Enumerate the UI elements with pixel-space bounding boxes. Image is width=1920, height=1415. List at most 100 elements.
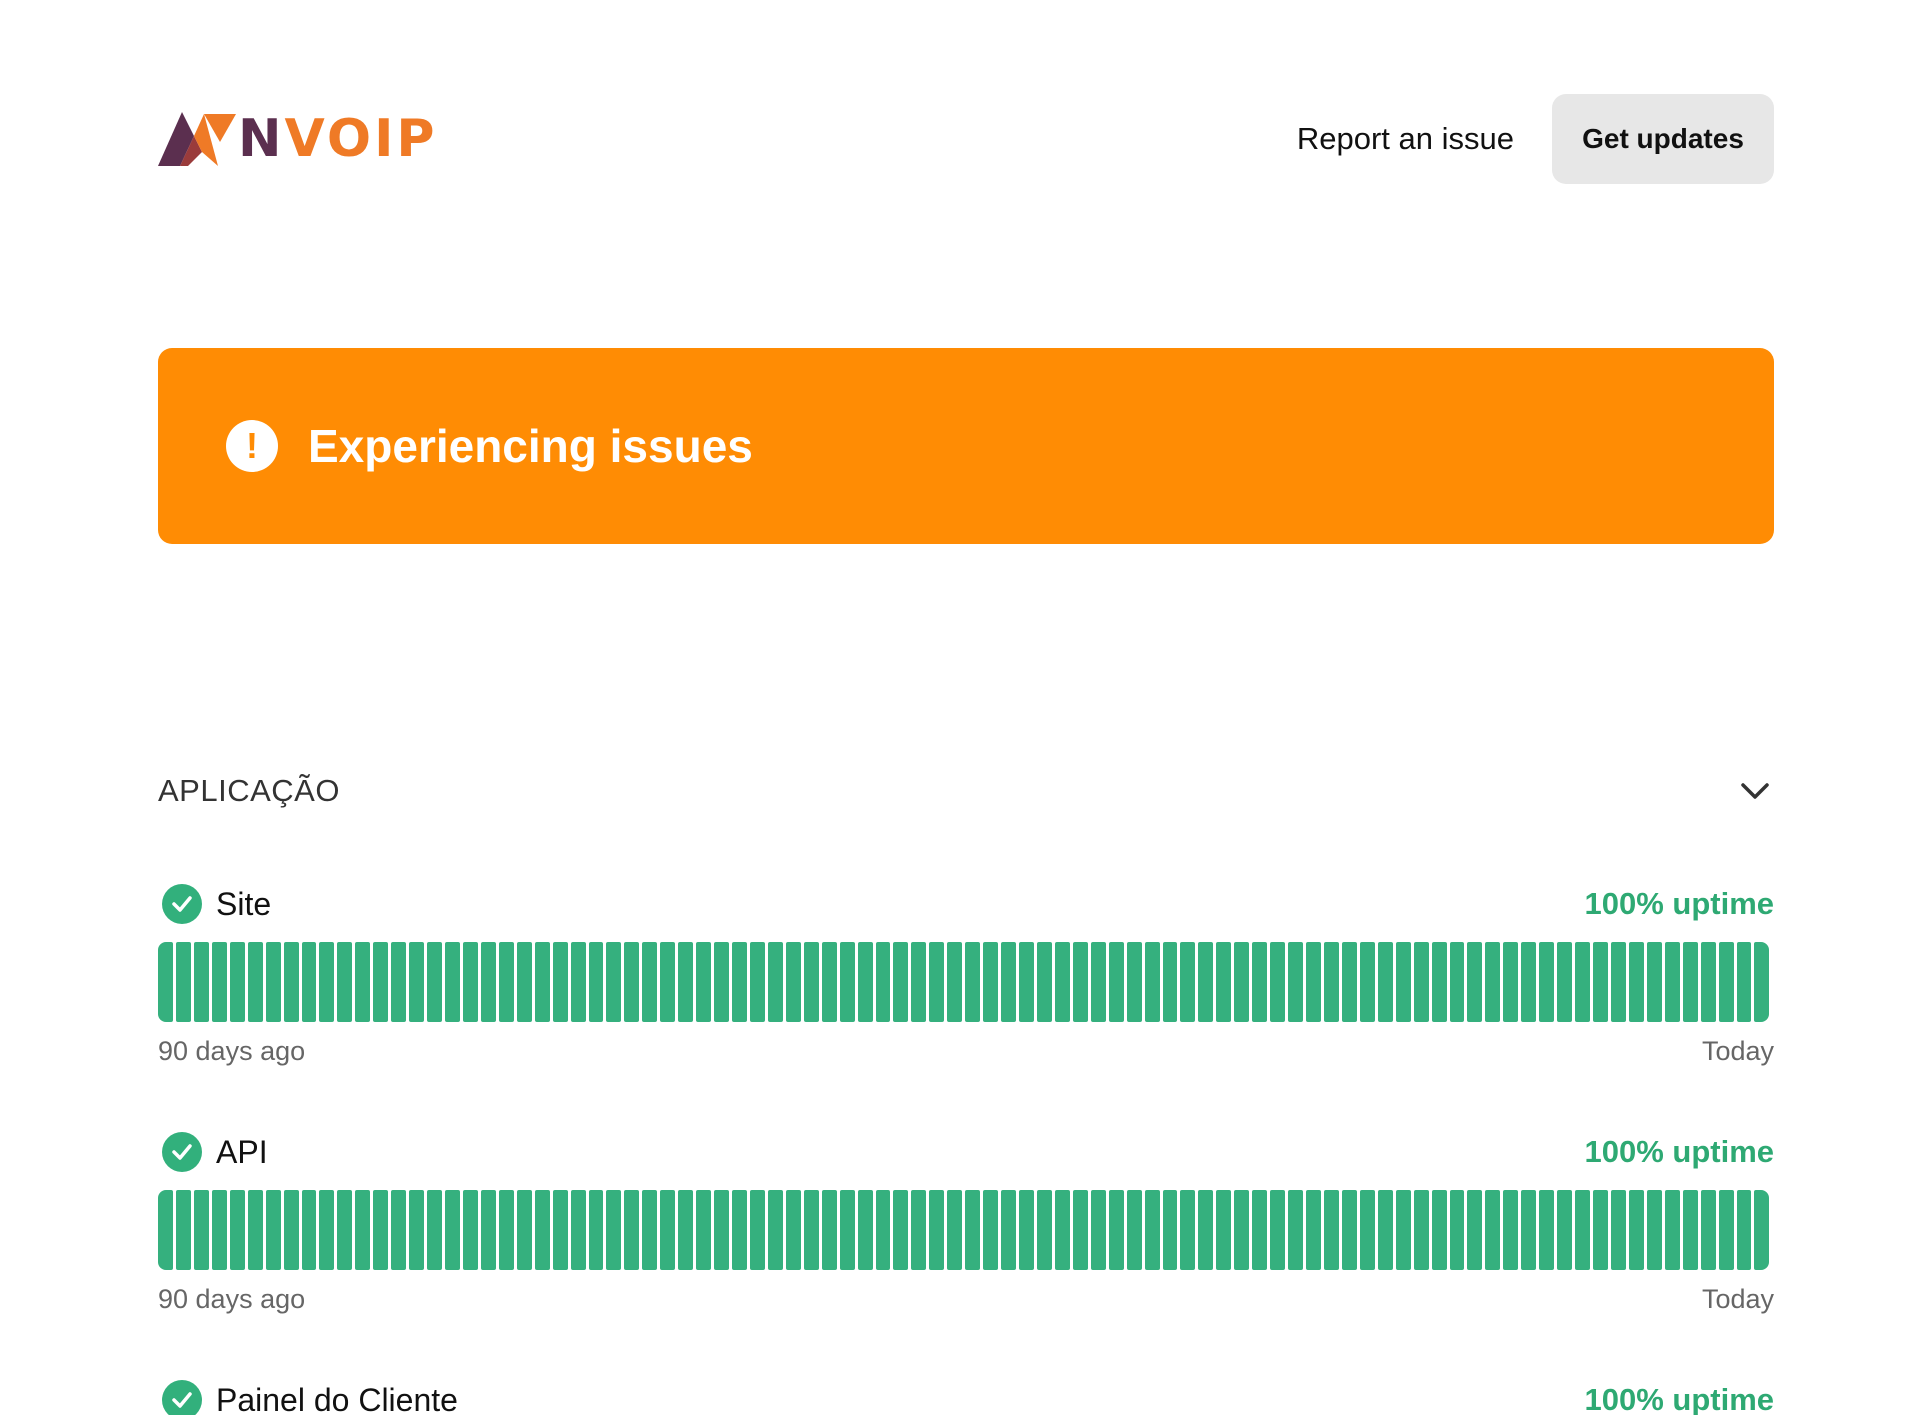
uptime-day-bar[interactable] — [965, 1190, 981, 1270]
uptime-day-bar[interactable] — [355, 1190, 371, 1270]
uptime-day-bar[interactable] — [588, 1190, 604, 1270]
uptime-day-bar[interactable] — [1001, 1190, 1016, 1270]
uptime-day-bar[interactable] — [1431, 1190, 1447, 1270]
uptime-day-bar[interactable] — [534, 1190, 550, 1270]
group-header[interactable]: APLICAÇÃO — [158, 766, 1774, 816]
uptime-day-bar[interactable] — [1575, 942, 1590, 1022]
uptime-day-bar[interactable] — [193, 1190, 209, 1270]
uptime-day-bar[interactable] — [1054, 1190, 1070, 1270]
uptime-day-bar[interactable] — [1323, 942, 1339, 1022]
uptime-day-bar[interactable] — [1628, 942, 1644, 1022]
uptime-day-bar[interactable] — [498, 942, 514, 1022]
uptime-day-bar[interactable] — [1359, 942, 1375, 1022]
uptime-day-bar[interactable] — [1610, 942, 1626, 1022]
uptime-day-bar[interactable] — [229, 1190, 245, 1270]
uptime-day-bar[interactable] — [158, 1190, 173, 1270]
uptime-day-bar[interactable] — [1054, 942, 1070, 1022]
uptime-day-bar[interactable] — [391, 1190, 407, 1270]
uptime-day-bar[interactable] — [660, 942, 676, 1022]
chevron-down-icon[interactable] — [1736, 772, 1774, 810]
uptime-day-bar[interactable] — [1754, 942, 1770, 1022]
uptime-day-bar[interactable] — [1700, 1190, 1716, 1270]
uptime-day-bar[interactable] — [1467, 1190, 1483, 1270]
uptime-day-bar[interactable] — [516, 1190, 532, 1270]
uptime-day-bar[interactable] — [875, 1190, 891, 1270]
uptime-day-bar[interactable] — [678, 1190, 694, 1270]
uptime-day-bar[interactable] — [319, 942, 335, 1022]
uptime-day-bar[interactable] — [1754, 1190, 1770, 1270]
uptime-day-bar[interactable] — [1628, 1190, 1644, 1270]
uptime-day-bar[interactable] — [1090, 942, 1106, 1022]
uptime-day-bar[interactable] — [462, 1190, 478, 1270]
uptime-day-bar[interactable] — [175, 1190, 191, 1270]
uptime-day-bar[interactable] — [1718, 1190, 1734, 1270]
uptime-day-bar[interactable] — [893, 1190, 909, 1270]
uptime-day-bar[interactable] — [534, 942, 550, 1022]
uptime-day-bar[interactable] — [606, 1190, 622, 1270]
uptime-day-bar[interactable] — [1144, 942, 1160, 1022]
uptime-day-bar[interactable] — [839, 1190, 855, 1270]
uptime-day-bar[interactable] — [1198, 942, 1214, 1022]
uptime-day-bar[interactable] — [373, 942, 389, 1022]
uptime-day-bar[interactable] — [1539, 1190, 1555, 1270]
uptime-day-bar[interactable] — [265, 1190, 281, 1270]
uptime-day-bar[interactable] — [1485, 1190, 1501, 1270]
uptime-day-bar[interactable] — [1377, 942, 1393, 1022]
uptime-day-bar[interactable] — [1126, 942, 1142, 1022]
uptime-day-bar[interactable] — [1108, 942, 1124, 1022]
uptime-day-bar[interactable] — [211, 1190, 227, 1270]
uptime-day-bar[interactable] — [1395, 942, 1411, 1022]
uptime-day-bar[interactable] — [983, 1190, 999, 1270]
uptime-day-bar[interactable] — [1467, 942, 1483, 1022]
uptime-day-bar[interactable] — [373, 1190, 389, 1270]
uptime-day-bar[interactable] — [1036, 942, 1052, 1022]
uptime-day-bar[interactable] — [1575, 1190, 1590, 1270]
uptime-day-bar[interactable] — [1610, 1190, 1626, 1270]
uptime-day-bar[interactable] — [606, 942, 622, 1022]
uptime-day-bar[interactable] — [516, 942, 532, 1022]
uptime-day-bar[interactable] — [337, 1190, 353, 1270]
uptime-day-bar[interactable] — [624, 942, 640, 1022]
uptime-day-bar[interactable] — [265, 942, 281, 1022]
uptime-day-bar[interactable] — [247, 942, 263, 1022]
uptime-day-bar[interactable] — [1646, 1190, 1662, 1270]
uptime-day-bar[interactable] — [1323, 1190, 1339, 1270]
uptime-day-bar[interactable] — [803, 942, 819, 1022]
uptime-day-bar[interactable] — [1664, 1190, 1680, 1270]
uptime-day-bar[interactable] — [301, 1190, 317, 1270]
uptime-day-bar[interactable] — [570, 1190, 586, 1270]
uptime-day-bar[interactable] — [767, 1190, 783, 1270]
uptime-day-bar[interactable] — [301, 942, 317, 1022]
uptime-day-bar[interactable] — [1413, 942, 1429, 1022]
uptime-day-bar[interactable] — [1503, 1190, 1519, 1270]
uptime-day-bar[interactable] — [1539, 942, 1555, 1022]
uptime-day-bar[interactable] — [1377, 1190, 1393, 1270]
uptime-day-bar[interactable] — [211, 942, 227, 1022]
uptime-day-bar[interactable] — [427, 1190, 442, 1270]
uptime-day-bar[interactable] — [1001, 942, 1016, 1022]
uptime-day-bar[interactable] — [1646, 942, 1662, 1022]
uptime-day-bar[interactable] — [1593, 1190, 1608, 1270]
uptime-day-bar[interactable] — [947, 942, 963, 1022]
uptime-day-bar[interactable] — [696, 942, 712, 1022]
uptime-day-bar[interactable] — [1270, 1190, 1286, 1270]
uptime-day-bar[interactable] — [355, 942, 371, 1022]
uptime-day-bar[interactable] — [1449, 942, 1465, 1022]
uptime-day-bar[interactable] — [1306, 942, 1321, 1022]
uptime-day-bar[interactable] — [1108, 1190, 1124, 1270]
uptime-day-bar[interactable] — [749, 1190, 765, 1270]
uptime-day-bar[interactable] — [785, 1190, 801, 1270]
uptime-day-bar[interactable] — [1521, 942, 1537, 1022]
uptime-day-bar[interactable] — [175, 942, 191, 1022]
uptime-day-bar[interactable] — [1162, 1190, 1178, 1270]
uptime-day-bar[interactable] — [1019, 942, 1034, 1022]
uptime-day-bar[interactable] — [409, 942, 425, 1022]
uptime-day-bar[interactable] — [1288, 942, 1303, 1022]
uptime-day-bar[interactable] — [1036, 1190, 1052, 1270]
uptime-day-bar[interactable] — [1198, 1190, 1214, 1270]
uptime-day-bar[interactable] — [588, 942, 604, 1022]
uptime-day-bar[interactable] — [785, 942, 801, 1022]
uptime-day-bar[interactable] — [570, 942, 586, 1022]
uptime-day-bar[interactable] — [1413, 1190, 1429, 1270]
uptime-day-bar[interactable] — [229, 942, 245, 1022]
